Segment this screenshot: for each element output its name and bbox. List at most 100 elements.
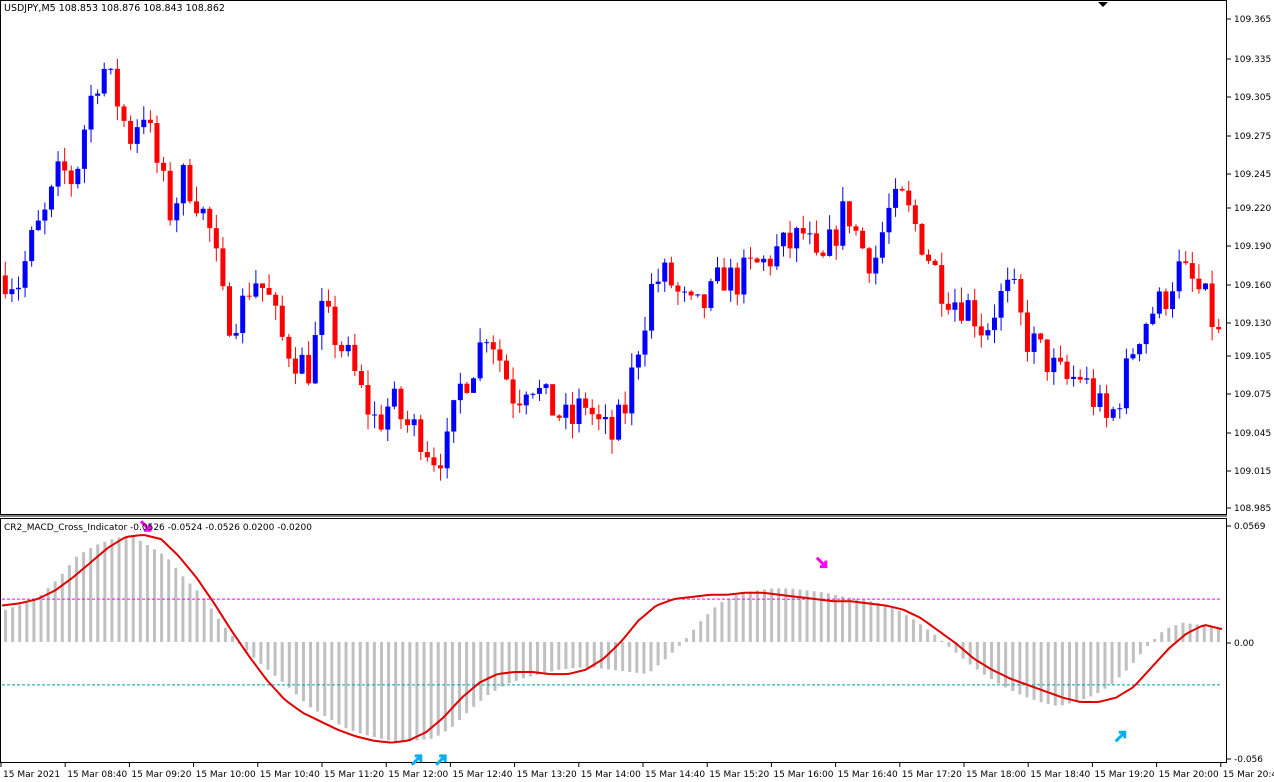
candle-body — [220, 248, 226, 287]
histogram-bar — [202, 598, 206, 642]
histogram-bar — [365, 641, 369, 736]
candle — [134, 119, 140, 154]
candle-body — [95, 93, 101, 96]
candle — [517, 389, 523, 413]
histogram-bar — [550, 641, 554, 672]
candle-body — [365, 385, 371, 415]
time-tick-label: 15 Mar 12:00 — [388, 770, 448, 780]
candle — [398, 386, 404, 430]
candle — [48, 184, 54, 218]
candle — [708, 278, 714, 312]
histogram-bar — [621, 641, 625, 672]
histogram-bar — [940, 640, 944, 642]
candle — [42, 202, 48, 235]
candle — [1090, 369, 1096, 416]
candle-body — [1011, 278, 1017, 280]
candle — [457, 372, 463, 414]
candle-body — [846, 201, 852, 227]
histogram-bar — [181, 576, 185, 642]
candle-body — [154, 123, 160, 163]
candle-body — [477, 342, 483, 379]
histogram-bar — [1167, 627, 1171, 642]
candle-body — [873, 257, 879, 274]
candle-body — [253, 283, 259, 297]
candle — [734, 262, 740, 306]
candle-body — [1104, 393, 1110, 418]
candle — [292, 347, 298, 385]
candle — [1143, 322, 1149, 354]
candle — [576, 388, 582, 433]
histogram-bar — [1032, 641, 1036, 700]
candle-body — [464, 383, 470, 393]
candle-body — [1117, 408, 1123, 410]
histogram-bar — [82, 552, 86, 642]
candle-body — [378, 414, 384, 430]
candle — [523, 391, 529, 415]
candle-body — [1097, 393, 1103, 407]
candle — [833, 225, 839, 260]
histogram-bar — [763, 589, 766, 642]
candle-body — [734, 267, 740, 295]
candle-body — [569, 404, 575, 424]
histogram-bar — [1174, 625, 1178, 642]
candle-body — [536, 387, 542, 394]
histogram-bar — [1117, 641, 1121, 678]
histogram-bar — [67, 565, 71, 642]
histogram-bar — [926, 629, 930, 642]
histogram-bar — [954, 641, 958, 653]
histogram-bar — [649, 641, 653, 672]
candle — [853, 224, 859, 236]
candle-body — [299, 354, 305, 374]
histogram-bar — [408, 641, 412, 742]
candle — [807, 221, 813, 245]
histogram-bar — [11, 607, 15, 642]
candle-body — [1051, 357, 1057, 373]
histogram-bar — [720, 601, 724, 642]
candle — [1216, 318, 1222, 333]
candle — [1156, 287, 1162, 319]
candle-body — [807, 233, 813, 235]
candle — [675, 282, 681, 306]
candle-body — [134, 127, 140, 144]
histogram-bar — [642, 641, 646, 674]
histogram-bar — [1004, 641, 1008, 688]
histogram-bar — [614, 641, 618, 671]
candle-body — [484, 342, 490, 344]
candle-body — [1018, 278, 1024, 313]
histogram-bar — [692, 629, 696, 642]
histogram-bar — [819, 592, 823, 642]
candle — [444, 417, 450, 479]
candle-body — [9, 289, 15, 295]
candle-body — [306, 354, 312, 384]
histogram-bar — [997, 641, 1001, 684]
candle-body — [418, 419, 424, 453]
histogram-bar — [713, 607, 717, 642]
candle-body — [991, 317, 997, 331]
candle — [965, 293, 971, 322]
candle-body — [233, 333, 239, 336]
candle — [1071, 365, 1077, 387]
candle — [200, 206, 206, 221]
histogram-bar — [656, 641, 660, 666]
candle-body — [649, 283, 655, 331]
candle-body — [457, 383, 463, 401]
candle — [1064, 354, 1070, 385]
candle-body — [1031, 333, 1037, 352]
candle — [477, 328, 483, 382]
candle — [972, 288, 978, 338]
candle-body — [398, 388, 404, 420]
candle-body — [635, 354, 641, 368]
histogram-bar — [436, 641, 440, 736]
histogram-bar — [897, 610, 901, 642]
candle — [29, 226, 35, 267]
candle-body — [813, 233, 819, 253]
candle — [998, 283, 1004, 331]
candle — [688, 289, 694, 301]
candle — [754, 257, 760, 264]
candle — [893, 178, 899, 217]
chart-shift-icon[interactable] — [1098, 2, 1108, 7]
candle-body — [609, 416, 615, 440]
candle-body — [200, 208, 206, 214]
candle-body — [530, 393, 536, 395]
candle-body — [952, 302, 958, 310]
